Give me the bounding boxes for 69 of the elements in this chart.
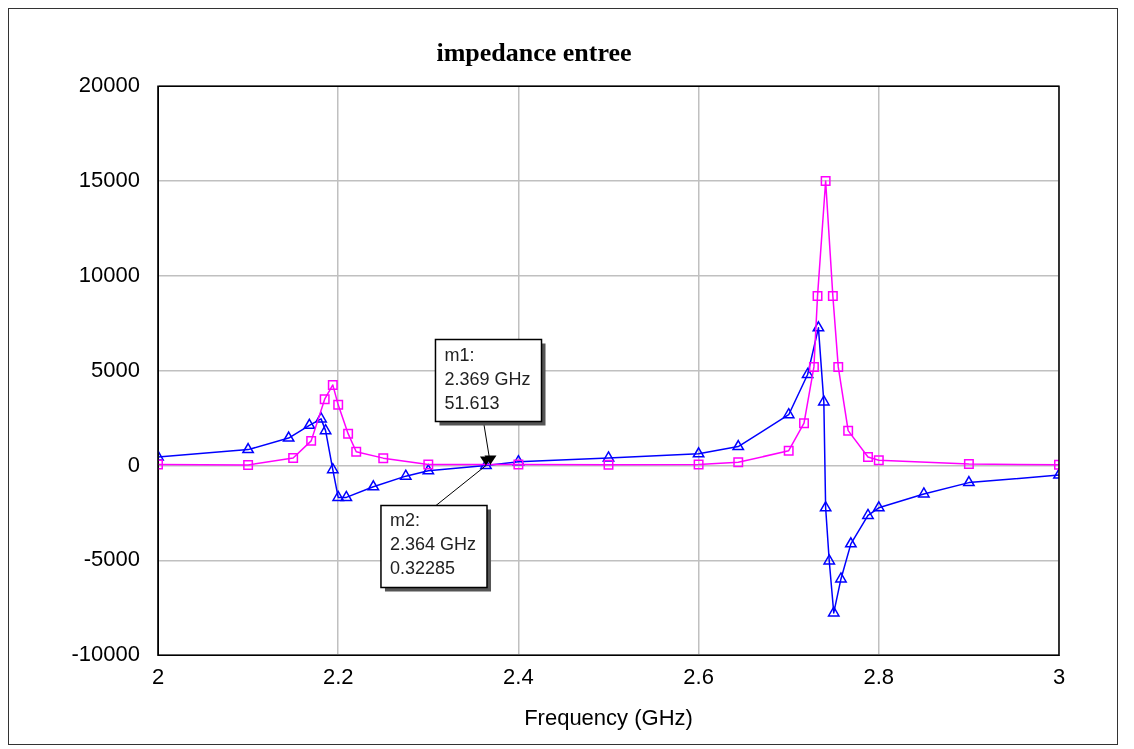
point xyxy=(378,453,389,464)
point xyxy=(242,442,255,454)
y-tick-label: 10000 xyxy=(78,261,140,287)
x-tick-label: 3 xyxy=(1052,664,1066,690)
point xyxy=(812,321,825,332)
point xyxy=(288,452,299,463)
y-tick-label: 0 xyxy=(127,451,140,477)
point xyxy=(693,459,704,470)
point xyxy=(962,475,975,487)
point xyxy=(827,290,838,301)
point xyxy=(872,501,885,512)
x-axis-title: Frequency (GHz) xyxy=(524,704,693,730)
point xyxy=(733,457,744,468)
point xyxy=(843,425,854,436)
point xyxy=(327,379,338,390)
point xyxy=(306,435,317,446)
point xyxy=(817,395,830,406)
point xyxy=(243,459,254,470)
y-tick-label: -10000 xyxy=(71,641,140,667)
point xyxy=(326,462,339,474)
point xyxy=(801,367,814,379)
point xyxy=(399,469,412,480)
point xyxy=(319,394,330,405)
chart-title: impedance entree xyxy=(436,38,632,68)
point xyxy=(835,572,847,583)
point xyxy=(602,451,615,462)
point xyxy=(513,459,524,470)
point xyxy=(340,490,353,502)
y-tick-label: 20000 xyxy=(78,72,140,98)
point xyxy=(823,554,836,565)
point xyxy=(782,407,795,419)
point xyxy=(603,459,614,470)
point xyxy=(812,290,823,301)
point xyxy=(303,418,316,430)
y-tick-label: -5000 xyxy=(83,546,140,572)
x-tick-label: 2 xyxy=(151,664,165,690)
point xyxy=(315,412,328,423)
point xyxy=(282,431,295,442)
point xyxy=(732,439,745,451)
point xyxy=(332,490,345,502)
annotation: m1: 2.369 GHz 51.613 xyxy=(444,344,531,413)
x-tick-label: 2.4 xyxy=(503,664,534,690)
point xyxy=(863,452,873,462)
point xyxy=(862,508,874,520)
point xyxy=(343,428,354,439)
point xyxy=(827,606,840,617)
point xyxy=(422,464,435,475)
point xyxy=(833,361,844,372)
point xyxy=(844,537,857,548)
point xyxy=(367,480,380,491)
point xyxy=(351,446,362,457)
point xyxy=(692,447,705,458)
point xyxy=(423,459,434,470)
x-tick-label: 2.6 xyxy=(683,664,714,690)
x-tick-label: 2.8 xyxy=(863,664,895,690)
y-tick-label: 5000 xyxy=(91,356,140,382)
annotation: m2: 2.364 GHz 0.32285 xyxy=(389,510,477,579)
point xyxy=(799,418,810,429)
y-tick-label: 15000 xyxy=(78,167,140,193)
point xyxy=(319,423,332,435)
point xyxy=(783,445,794,456)
point xyxy=(963,459,974,470)
point xyxy=(820,176,831,187)
point xyxy=(917,487,930,498)
point xyxy=(333,399,344,410)
point xyxy=(873,455,884,466)
point xyxy=(808,361,819,372)
x-tick-label: 2.2 xyxy=(322,664,354,690)
point xyxy=(819,501,832,512)
